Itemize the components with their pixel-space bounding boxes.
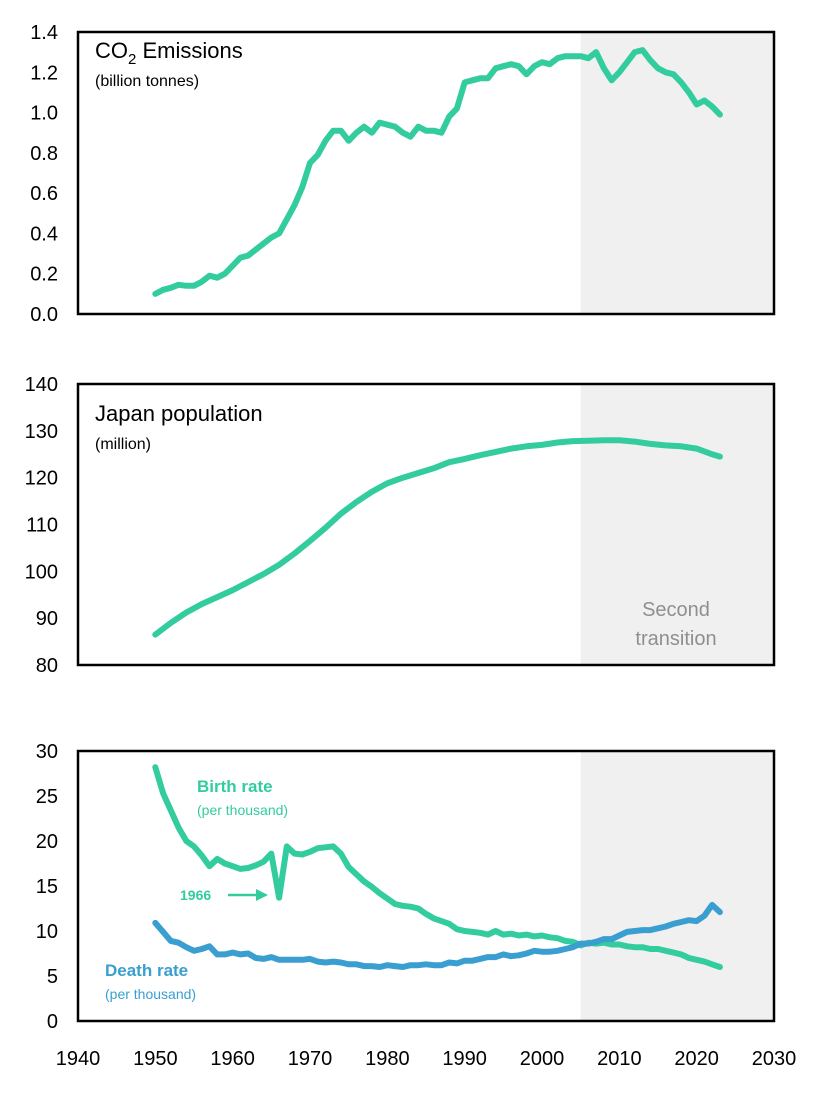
y-tick-label: 1.0 [30, 103, 58, 125]
co2-panel-frame [76, 30, 776, 316]
population-panel: 80 90 100 110 120 130 140 Japan population (mi… [25, 374, 776, 677]
death-rate-label: Death rate [105, 961, 188, 980]
x-tick-label: 2020 [674, 1048, 719, 1070]
death-rate-unit: (per thousand) [105, 986, 196, 1002]
x-tick-label: 1970 [288, 1048, 333, 1070]
population-title: Japan population [95, 401, 263, 426]
x-tick-label: 1980 [365, 1048, 410, 1070]
y-tick-label: 0.6 [30, 183, 58, 205]
birth-rate-unit: (per thousand) [197, 802, 288, 818]
co2-y-axis-ticks: 0.0 0.2 0.4 0.6 0.8 1.0 1.2 1.4 [30, 22, 58, 326]
second-transition-label: Second [642, 599, 710, 621]
annotation-1966-label: 1966 [180, 887, 211, 903]
population-panel-frame [76, 382, 776, 667]
second-transition-shade [580, 751, 774, 1021]
x-tick-label: 1940 [56, 1048, 101, 1070]
population-y-axis-ticks: 80 90 100 110 120 130 140 [25, 374, 58, 677]
y-tick-label: 1.4 [30, 22, 58, 44]
x-tick-label: 1950 [133, 1048, 178, 1070]
x-tick-label: 1990 [442, 1048, 487, 1070]
y-tick-label: 110 [26, 515, 58, 537]
y-tick-label: 30 [36, 741, 58, 763]
y-tick-label: 80 [36, 655, 58, 677]
y-tick-label: 130 [25, 421, 58, 443]
rates-panel-frame [76, 749, 776, 1023]
y-tick-label: 90 [36, 608, 58, 630]
x-axis-ticks: 1940 1950 1960 1970 1980 1990 2000 2010 2020 2030 [56, 1048, 797, 1070]
second-transition-label-2: transition [635, 628, 716, 650]
population-subtitle: (million) [95, 436, 151, 453]
y-tick-label: 5 [47, 966, 58, 988]
y-tick-label: 0.2 [30, 264, 58, 286]
birth-rate-line [152, 764, 723, 970]
y-tick-label: 0.8 [30, 143, 58, 165]
y-tick-label: 0.0 [30, 304, 58, 326]
x-tick-label: 2000 [520, 1048, 565, 1070]
y-tick-label: 1.2 [30, 62, 58, 84]
y-tick-label: 140 [25, 374, 58, 396]
rates-y-axis-ticks: 0 5 10 15 20 25 30 [36, 741, 58, 1033]
y-tick-label: 25 [36, 786, 58, 808]
y-tick-label: 100 [25, 561, 58, 583]
co2-title: CO2 Emissions [95, 38, 243, 68]
y-tick-label: 15 [36, 876, 58, 898]
second-transition-shade [580, 384, 774, 665]
birth-rate-label: Birth rate [197, 777, 273, 796]
co2-subtitle: (billion tonnes) [95, 73, 199, 90]
annotation-arrow [228, 889, 268, 901]
y-tick-label: 120 [25, 468, 58, 490]
co2-panel: 0.0 0.2 0.4 0.6 0.8 1.0 1.2 1.4 CO2 Emissions (… [30, 22, 776, 326]
co2-emissions-line [152, 47, 723, 297]
x-tick-label: 2030 [752, 1048, 797, 1070]
death-rate-line [152, 901, 723, 970]
y-tick-label: 20 [36, 831, 58, 853]
x-tick-label: 1960 [210, 1048, 255, 1070]
x-tick-label: 2010 [597, 1048, 642, 1070]
y-tick-label: 0.4 [30, 223, 58, 245]
japan-population-line [152, 437, 723, 638]
y-tick-label: 0 [47, 1011, 58, 1033]
y-tick-label: 10 [36, 921, 58, 943]
rates-panel: 0 5 10 15 20 25 30 1940 1950 1960 1970 1980 1990 200… [36, 741, 797, 1070]
